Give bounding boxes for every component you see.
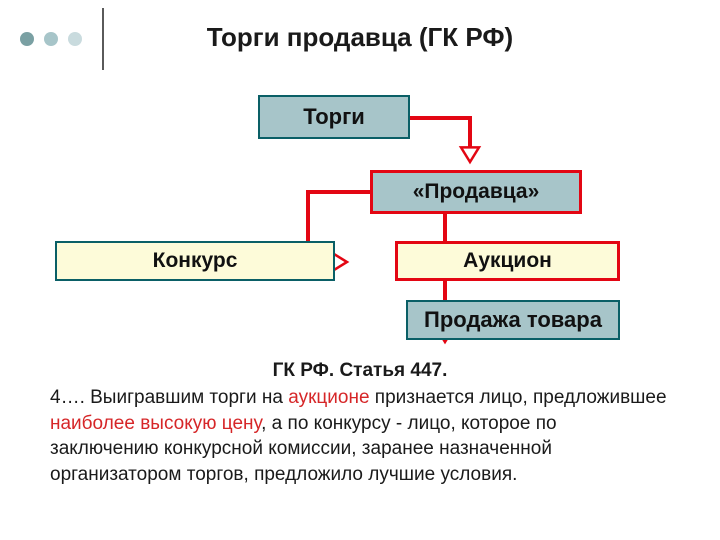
node-prodazha: Продажа товара [406, 300, 620, 340]
para-mid1: признается лицо, предложившее [370, 387, 667, 408]
node-torgi-label: Торги [303, 104, 365, 130]
page-title: Торги продавца (ГК РФ) [0, 22, 720, 53]
para-hl2: наиболее высокую цену [50, 413, 261, 434]
node-konkurs-label: Конкурс [153, 249, 238, 273]
node-aukcion: Аукцион [395, 241, 620, 281]
node-prodavca: «Продавца» [370, 170, 582, 214]
para-prefix: 4…. Выигравшим торги на [50, 387, 288, 408]
node-prodavca-label: «Продавца» [413, 180, 540, 204]
para-hl1: аукционе [288, 387, 369, 408]
statute-paragraph: 4…. Выигравшим торги на аукционе признае… [50, 385, 670, 488]
node-torgi: Торги [258, 95, 410, 139]
node-aukcion-label: Аукцион [463, 249, 552, 273]
node-konkurs: Конкурс [55, 241, 335, 281]
statute-subtitle: ГК РФ. Статья 447. [0, 360, 720, 382]
node-prodazha-label: Продажа товара [424, 307, 602, 333]
